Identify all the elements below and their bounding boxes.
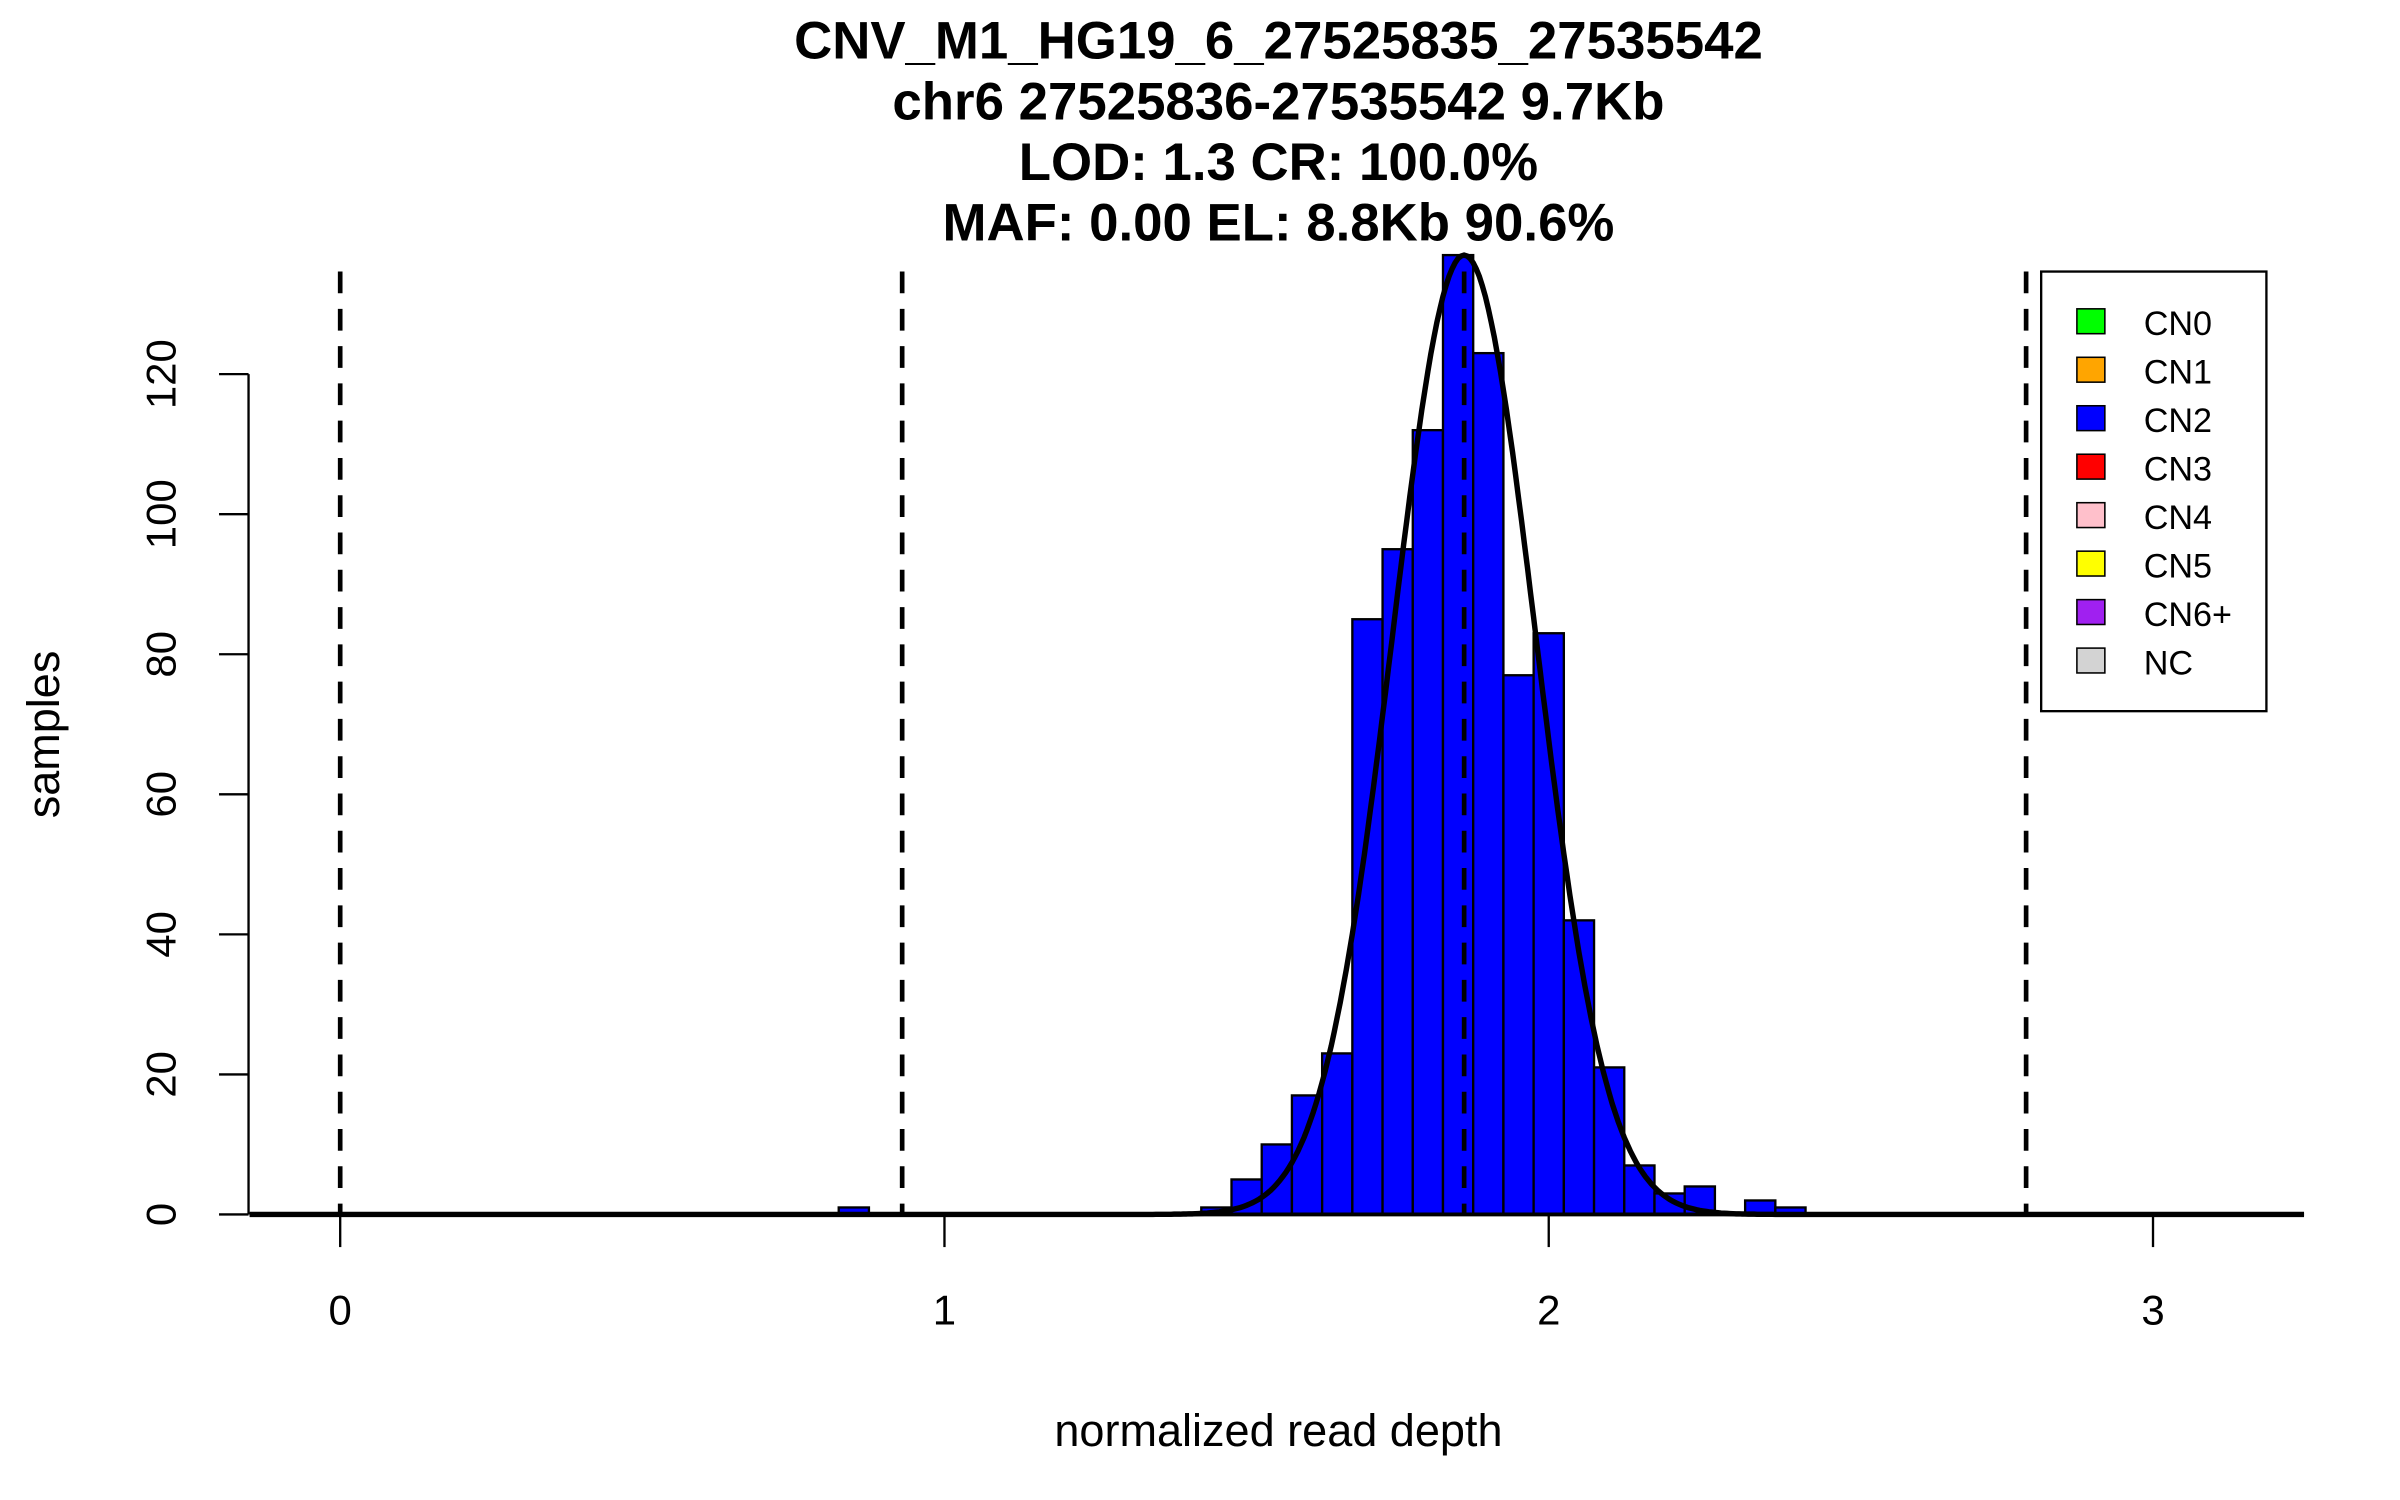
legend-label: CN6+ (2144, 596, 2232, 634)
y-tick-label: 80 (138, 631, 185, 678)
legend-label: CN5 (2144, 548, 2212, 586)
histogram-bar (1260, 1143, 1294, 1216)
histogram-bar (1441, 253, 1475, 1216)
x-tick-label: 1 (933, 1287, 956, 1334)
legend-swatch (2076, 550, 2106, 577)
legend-label: CN2 (2144, 402, 2212, 440)
x-tick-label: 2 (1537, 1287, 1560, 1334)
x-axis-label: normalized read depth (1054, 1405, 1502, 1456)
y-tick-label: 40 (138, 911, 185, 958)
histogram-bar (1472, 351, 1505, 1216)
y-tick-label: 60 (138, 771, 185, 818)
fit-curve (249, 252, 2304, 1218)
legend-label: CN4 (2144, 499, 2212, 537)
y-tick-label: 120 (138, 339, 185, 409)
x-tick-label: 3 (2141, 1287, 2164, 1334)
histogram-bar (1411, 428, 1445, 1216)
legend-swatch (2076, 404, 2106, 432)
histogram-bar (1381, 548, 1414, 1216)
legend-label: CN1 (2144, 354, 2212, 392)
legend-swatch (2076, 501, 2106, 529)
threshold-lines (337, 271, 2029, 1215)
legend-box (2039, 270, 2268, 713)
title-line-2: chr6 27525836-27535542 9.7Kb (892, 72, 1664, 131)
axes: 0 1 2 3 0 20 40 60 80 100 120 (138, 339, 2305, 1334)
normal-fit-curve (249, 252, 2304, 1218)
histogram-bar (1320, 1052, 1354, 1216)
histogram-bar (1623, 1164, 1656, 1216)
x-tick-label: 0 (329, 1287, 352, 1334)
legend-label: CN3 (2144, 451, 2212, 489)
y-axis-label: samples (18, 651, 69, 819)
legend-swatch (2076, 647, 2106, 674)
title-line-4: MAF: 0.00 EL: 8.8Kb 90.6% (942, 193, 1614, 252)
legend-label: NC (2144, 645, 2193, 683)
chart-title: CNV_M1_HG19_6_27525835_27535542 chr6 275… (794, 12, 1763, 253)
legend-swatch (2076, 308, 2106, 335)
legend-label: CN0 (2144, 305, 2212, 343)
histogram-bars (837, 253, 1807, 1216)
histogram-bar (1502, 674, 1535, 1216)
legend-swatch (2076, 598, 2106, 626)
legend: CN0 CN1 CN2 CN3 CN4 CN5 CN6+ NC (2039, 270, 2268, 713)
y-tick-label: 0 (138, 1203, 185, 1226)
title-line-3: LOD: 1.3 CR: 100.0% (1019, 133, 1538, 192)
y-tick-label: 100 (138, 479, 185, 549)
legend-swatch (2076, 453, 2106, 480)
title-line-1: CNV_M1_HG19_6_27525835_27535542 (794, 12, 1763, 71)
legend-swatch (2076, 356, 2106, 383)
y-tick-label: 20 (138, 1051, 185, 1098)
